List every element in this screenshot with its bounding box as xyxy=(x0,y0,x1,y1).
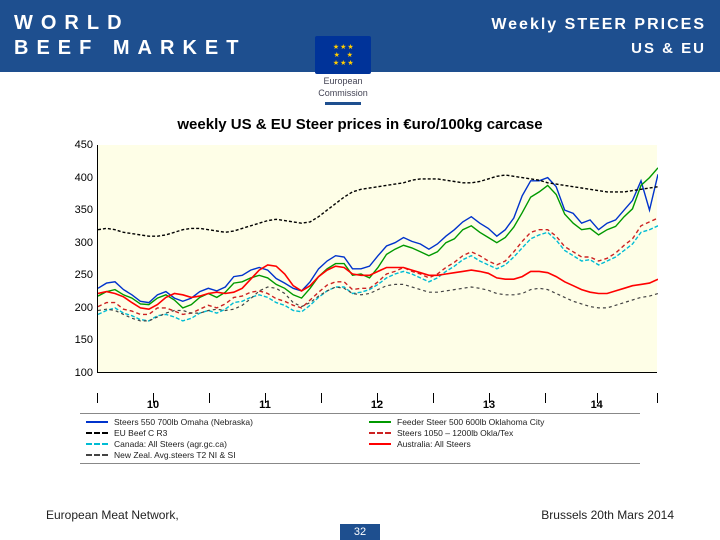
footer-left: European Meat Network, xyxy=(46,508,179,522)
y-tick-label: 150 xyxy=(55,334,93,346)
header-title-right: Weekly STEER PRICES US & EU xyxy=(491,16,706,57)
footer: European Meat Network, Brussels 20th Mar… xyxy=(0,508,720,522)
y-tick-label: 100 xyxy=(55,367,93,379)
chart-title: weekly US & EU Steer prices in €uro/100k… xyxy=(0,116,720,133)
legend-swatch xyxy=(369,421,391,423)
ec-underline xyxy=(325,102,361,105)
x-tick-label: 11 xyxy=(259,399,271,411)
header-title-left: WORLD BEEF MARKET xyxy=(14,11,246,61)
chart-lines xyxy=(98,145,658,373)
series-line xyxy=(98,284,658,321)
x-tick-label: 13 xyxy=(483,399,495,411)
y-tick-label: 350 xyxy=(55,204,93,216)
legend-label: Steers 550 700lb Omaha (Nebraska) xyxy=(114,417,253,427)
series-line xyxy=(98,265,658,309)
series-line xyxy=(98,175,658,236)
legend-label: Steers 1050 – 1200lb Okla/Tex xyxy=(397,428,513,438)
legend-swatch xyxy=(86,454,108,456)
page-number: 32 xyxy=(340,524,380,540)
x-tick-bar xyxy=(97,393,98,403)
ec-label-1: European xyxy=(300,77,386,86)
x-tick-label: 12 xyxy=(371,399,383,411)
legend-label: Canada: All Steers (agr.gc.ca) xyxy=(114,439,227,449)
x-tick-bar xyxy=(657,393,658,403)
header-left-line2: BEEF MARKET xyxy=(14,36,246,61)
header-right-line2: US & EU xyxy=(491,40,706,57)
chart: 1001502002503003504004501011121314 xyxy=(55,139,665,395)
footer-right: Brussels 20th Mars 2014 xyxy=(541,508,674,522)
header-right-line1: Weekly STEER PRICES xyxy=(491,16,706,34)
x-tick-bar xyxy=(321,393,322,403)
legend-item: Canada: All Steers (agr.gc.ca) xyxy=(86,439,351,449)
legend-item: Steers 1050 – 1200lb Okla/Tex xyxy=(369,428,634,438)
legend-label: Feeder Steer 500 600lb Oklahoma City xyxy=(397,417,544,427)
legend-item: Feeder Steer 500 600lb Oklahoma City xyxy=(369,417,634,427)
chart-container: 100 150 200 250 300 350 400 450 10 11 12 13 14 Steer… xyxy=(55,139,665,464)
legend-item: Australia: All Steers xyxy=(369,439,634,449)
legend-item: Steers 550 700lb Omaha (Nebraska) xyxy=(86,417,351,427)
x-tick-label: 14 xyxy=(591,399,603,411)
legend-item: New Zeal. Avg.steers T2 NI & SI xyxy=(86,450,351,460)
ec-label-2: Commission xyxy=(300,89,386,98)
series-line xyxy=(98,218,658,314)
y-tick-label: 300 xyxy=(55,237,93,249)
header-left-line1: WORLD xyxy=(14,11,246,36)
y-tick-label: 400 xyxy=(55,172,93,184)
legend-swatch xyxy=(86,432,108,434)
y-tick-label: 250 xyxy=(55,269,93,281)
legend-swatch xyxy=(86,443,108,445)
x-tick-bar xyxy=(433,393,434,403)
y-tick-label: 200 xyxy=(55,302,93,314)
legend-item: EU Beef C R3 xyxy=(86,428,351,438)
legend-swatch xyxy=(369,432,391,434)
plot-area xyxy=(97,145,657,373)
legend-swatch xyxy=(86,421,108,423)
y-tick-label: 450 xyxy=(55,139,93,151)
legend-swatch xyxy=(369,443,391,445)
x-tick-bar xyxy=(545,393,546,403)
legend-label: New Zeal. Avg.steers T2 NI & SI xyxy=(114,450,236,460)
x-tick-bar xyxy=(209,393,210,403)
legend-label: Australia: All Steers xyxy=(397,439,471,449)
legend: Steers 550 700lb Omaha (Nebraska) Feeder … xyxy=(80,413,640,464)
legend-label: EU Beef C R3 xyxy=(114,428,167,438)
series-line xyxy=(98,174,658,302)
eu-flag-icon: ★ ★ ★★ ★★ ★ ★ xyxy=(315,36,371,74)
x-tick-label: 10 xyxy=(147,399,159,411)
ec-commission-logo: ★ ★ ★★ ★★ ★ ★ European Commission xyxy=(300,36,386,105)
